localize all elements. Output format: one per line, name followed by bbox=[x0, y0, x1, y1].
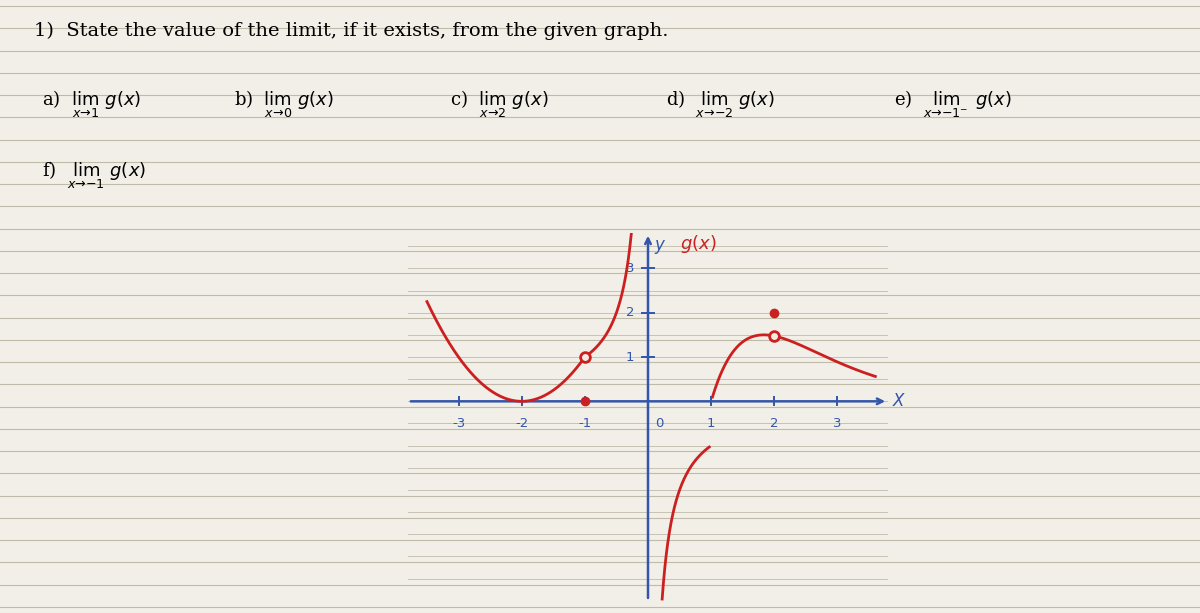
Text: f)  $\lim_{x\to-1}\ g(x)$: f) $\lim_{x\to-1}\ g(x)$ bbox=[42, 159, 146, 191]
Text: 1: 1 bbox=[707, 417, 715, 430]
Text: $g(x)$: $g(x)$ bbox=[679, 233, 716, 255]
Text: a)  $\lim_{x\to1}\ g(x)$: a) $\lim_{x\to1}\ g(x)$ bbox=[42, 89, 142, 120]
Text: 1)  State the value of the limit, if it exists, from the given graph.: 1) State the value of the limit, if it e… bbox=[34, 21, 668, 40]
Text: e)  $\lim_{x\to-1^-}\ g(x)$: e) $\lim_{x\to-1^-}\ g(x)$ bbox=[894, 89, 1012, 120]
Text: 1: 1 bbox=[625, 351, 634, 364]
Text: -1: -1 bbox=[578, 417, 592, 430]
Text: d)  $\lim_{x\to-2}\ g(x)$: d) $\lim_{x\to-2}\ g(x)$ bbox=[666, 89, 775, 120]
Text: 2: 2 bbox=[625, 306, 634, 319]
Text: c)  $\lim_{x\to2}\ g(x)$: c) $\lim_{x\to2}\ g(x)$ bbox=[450, 89, 548, 120]
Text: 3: 3 bbox=[625, 262, 634, 275]
Text: X: X bbox=[893, 392, 905, 410]
Text: 0: 0 bbox=[655, 417, 664, 430]
Text: y: y bbox=[654, 237, 665, 254]
Text: -2: -2 bbox=[515, 417, 528, 430]
Text: 2: 2 bbox=[770, 417, 779, 430]
Text: 3: 3 bbox=[833, 417, 841, 430]
Text: -3: -3 bbox=[452, 417, 466, 430]
Text: b)  $\lim_{x\to0}\ g(x)$: b) $\lim_{x\to0}\ g(x)$ bbox=[234, 89, 334, 120]
